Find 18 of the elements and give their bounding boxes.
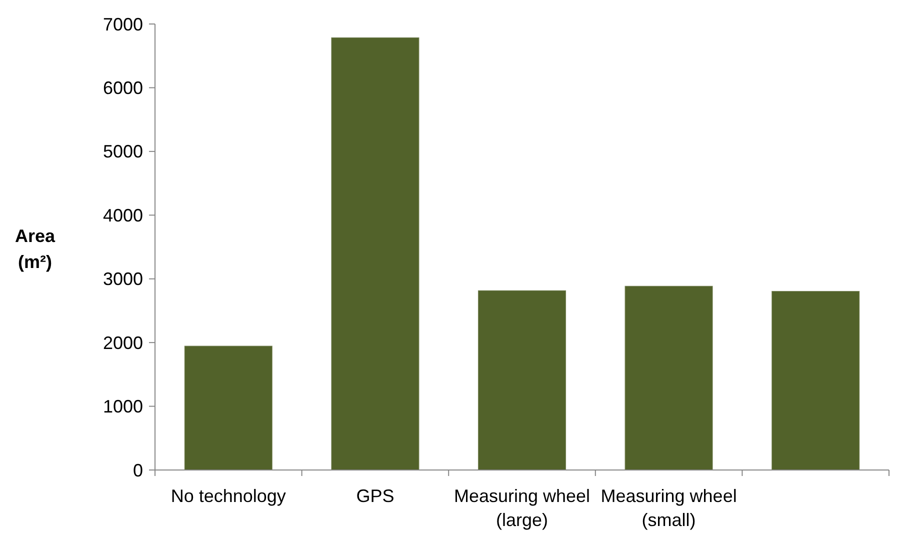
y-axis-title: Area (m²) xyxy=(14,226,56,272)
y-tick-label: 5000 xyxy=(102,142,143,162)
bar xyxy=(624,285,714,470)
bar xyxy=(771,290,860,470)
bar xyxy=(477,290,567,470)
y-tick-label: 4000 xyxy=(102,205,143,226)
x-tick-label: Measuring wheel (small) xyxy=(600,486,737,530)
y-tick-label: 1000 xyxy=(102,396,143,417)
x-tick-label: Measuring wheel (large) xyxy=(454,486,590,530)
x-tick-label: GPS xyxy=(356,486,394,506)
y-tick-label: 0 xyxy=(132,460,143,480)
x-tick-label: No technology xyxy=(170,486,286,506)
bar xyxy=(184,345,273,470)
y-tick-label: 6000 xyxy=(102,78,143,98)
y-tick-label: 7000 xyxy=(102,14,143,34)
y-tick-label: 2000 xyxy=(102,332,143,353)
y-tick-label: 3000 xyxy=(102,269,143,290)
bar xyxy=(330,36,420,470)
